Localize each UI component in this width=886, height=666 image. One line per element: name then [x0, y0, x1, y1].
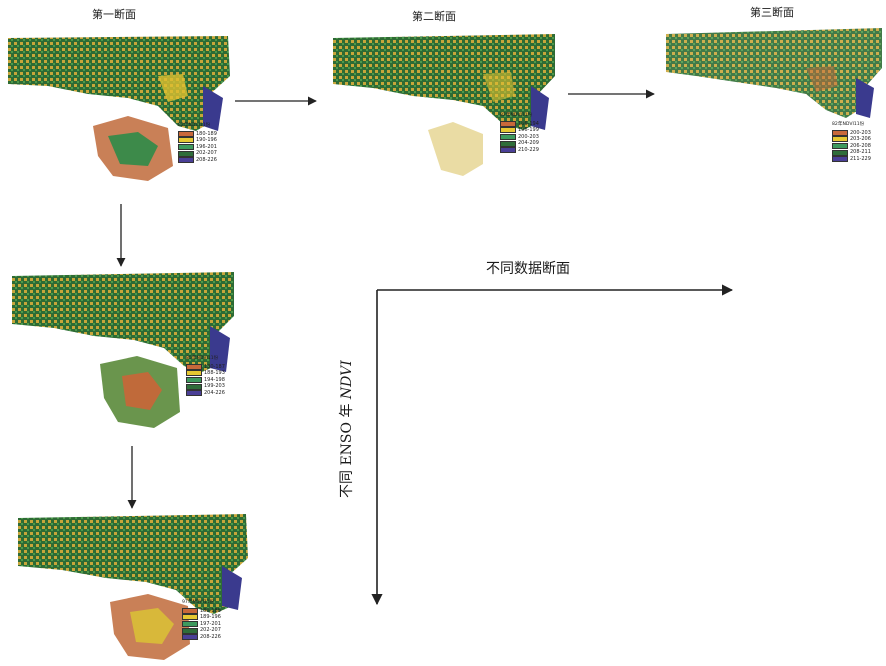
ndvi-map-3 [666, 28, 882, 118]
legend-row: 202-207 [178, 150, 217, 157]
legend-swatch [182, 621, 198, 628]
legend-row: 188-193 [186, 370, 225, 377]
legend-map-3: 82年NDVI11份 200-203 203-206 206-208 208-2… [832, 122, 871, 163]
legend-swatch [182, 614, 198, 621]
legend-swatch [182, 634, 198, 641]
legend-row: 190-196 [178, 137, 217, 144]
legend-row: 180-188 [182, 608, 221, 615]
legend-row: 180-187 [186, 364, 225, 371]
legend-row: 189-196 [182, 614, 221, 621]
legend-row: 206-208 [832, 143, 871, 150]
legend-row: 196-199 [500, 127, 539, 134]
legend-map-2: 82年NDVI11份 186-194 196-199 200-203 204-2… [500, 113, 539, 154]
legend-range: 188-193 [204, 370, 225, 377]
legend-range: 199-203 [204, 383, 225, 390]
legend-row: 204-226 [186, 390, 225, 397]
legend-swatch [186, 370, 202, 377]
legend-title: 82年NDVI11份 [832, 122, 865, 127]
legend-range: 211-229 [850, 155, 871, 162]
axis-vertical-label: 不同 ENSO 年 NDVI [336, 360, 356, 498]
legend-row: 200-203 [500, 134, 539, 141]
legend-row: 208-226 [178, 157, 217, 164]
legend-range: 210-229 [518, 146, 539, 153]
legend-swatch [500, 147, 516, 154]
legend-swatch [178, 137, 194, 144]
legend-range: 208-211 [850, 149, 871, 156]
legend-range: 204-209 [518, 140, 539, 147]
section-title-2: 第二断面 [412, 10, 456, 23]
ndvi-map-4 [12, 272, 234, 428]
legend-swatch [186, 363, 202, 370]
legend-range: 202-207 [200, 627, 221, 634]
section-title-1: 第一断面 [92, 8, 136, 21]
legend-swatch [178, 150, 194, 157]
legend-range: 208-226 [196, 156, 217, 163]
legend-map-5: 97年NDVI11份 180-188 189-196 197-201 202-2… [182, 600, 221, 641]
legend-swatch [182, 607, 198, 614]
section-title-3: 第三断面 [750, 6, 794, 19]
ndvi-map-1 [8, 36, 230, 181]
legend-row: 194-198 [186, 377, 225, 384]
axis-vertical-label-prefix: 不同 ENSO 年 [339, 399, 355, 498]
legend-range: 194-198 [204, 376, 225, 383]
legend-map-1: 82年NDVI11份 180-189 190-196 196-201 202-2… [178, 123, 217, 164]
legend-title: 82年NDVI11份 [178, 123, 211, 128]
legend-row: 202-207 [182, 627, 221, 634]
legend-range: 196-199 [518, 127, 539, 134]
legend-swatch [832, 149, 848, 156]
legend-range: 197-201 [200, 620, 221, 627]
legend-row: 196-201 [178, 144, 217, 151]
legend-swatch [186, 377, 202, 384]
legend-swatch [178, 130, 194, 137]
legend-swatch [178, 157, 194, 164]
legend-swatch [832, 156, 848, 163]
legend-row: 197-201 [182, 621, 221, 628]
axis-horizontal-label: 不同数据断面 [486, 261, 570, 277]
legend-range: 186-194 [518, 120, 539, 127]
legend-range: 180-189 [196, 130, 217, 137]
legend-row: 208-226 [182, 634, 221, 641]
legend-row: 186-194 [500, 121, 539, 128]
ndvi-map-2 [333, 34, 555, 176]
legend-range: 189-196 [200, 614, 221, 621]
legend-range: 200-203 [850, 129, 871, 136]
legend-row: 200-203 [832, 130, 871, 137]
legend-row: 210-229 [500, 147, 539, 154]
legend-title: 85年NDVI11份 [186, 356, 219, 361]
legend-swatch [182, 627, 198, 634]
ndvi-map-5 [18, 514, 248, 660]
legend-swatch [186, 383, 202, 390]
legend-range: 204-226 [204, 389, 225, 396]
legend-swatch [832, 129, 848, 136]
legend-swatch [500, 120, 516, 127]
legend-range: 208-226 [200, 633, 221, 640]
legend-row: 204-209 [500, 140, 539, 147]
legend-range: 180-188 [200, 607, 221, 614]
legend-swatch [178, 144, 194, 151]
legend-row: 180-189 [178, 131, 217, 138]
legend-range: 190-196 [196, 137, 217, 144]
legend-swatch [186, 390, 202, 397]
legend-row: 199-203 [186, 383, 225, 390]
legend-swatch [500, 134, 516, 141]
legend-row: 208-211 [832, 149, 871, 156]
legend-title: 97年NDVI11份 [182, 600, 215, 605]
axis-vertical-label-italic: NDVI [339, 360, 355, 400]
legend-range: 200-203 [518, 133, 539, 140]
legend-range: 196-201 [196, 143, 217, 150]
legend-row: 203-206 [832, 136, 871, 143]
legend-range: 203-206 [850, 136, 871, 143]
legend-swatch [500, 140, 516, 147]
legend-range: 180-187 [204, 363, 225, 370]
legend-range: 202-207 [196, 150, 217, 157]
legend-swatch [832, 136, 848, 143]
legend-range: 206-208 [850, 142, 871, 149]
legend-swatch [832, 143, 848, 150]
legend-map-4: 85年NDVI11份 180-187 188-193 194-198 199-2… [186, 356, 225, 397]
legend-title: 82年NDVI11份 [500, 113, 533, 118]
legend-row: 211-229 [832, 156, 871, 163]
legend-swatch [500, 127, 516, 134]
